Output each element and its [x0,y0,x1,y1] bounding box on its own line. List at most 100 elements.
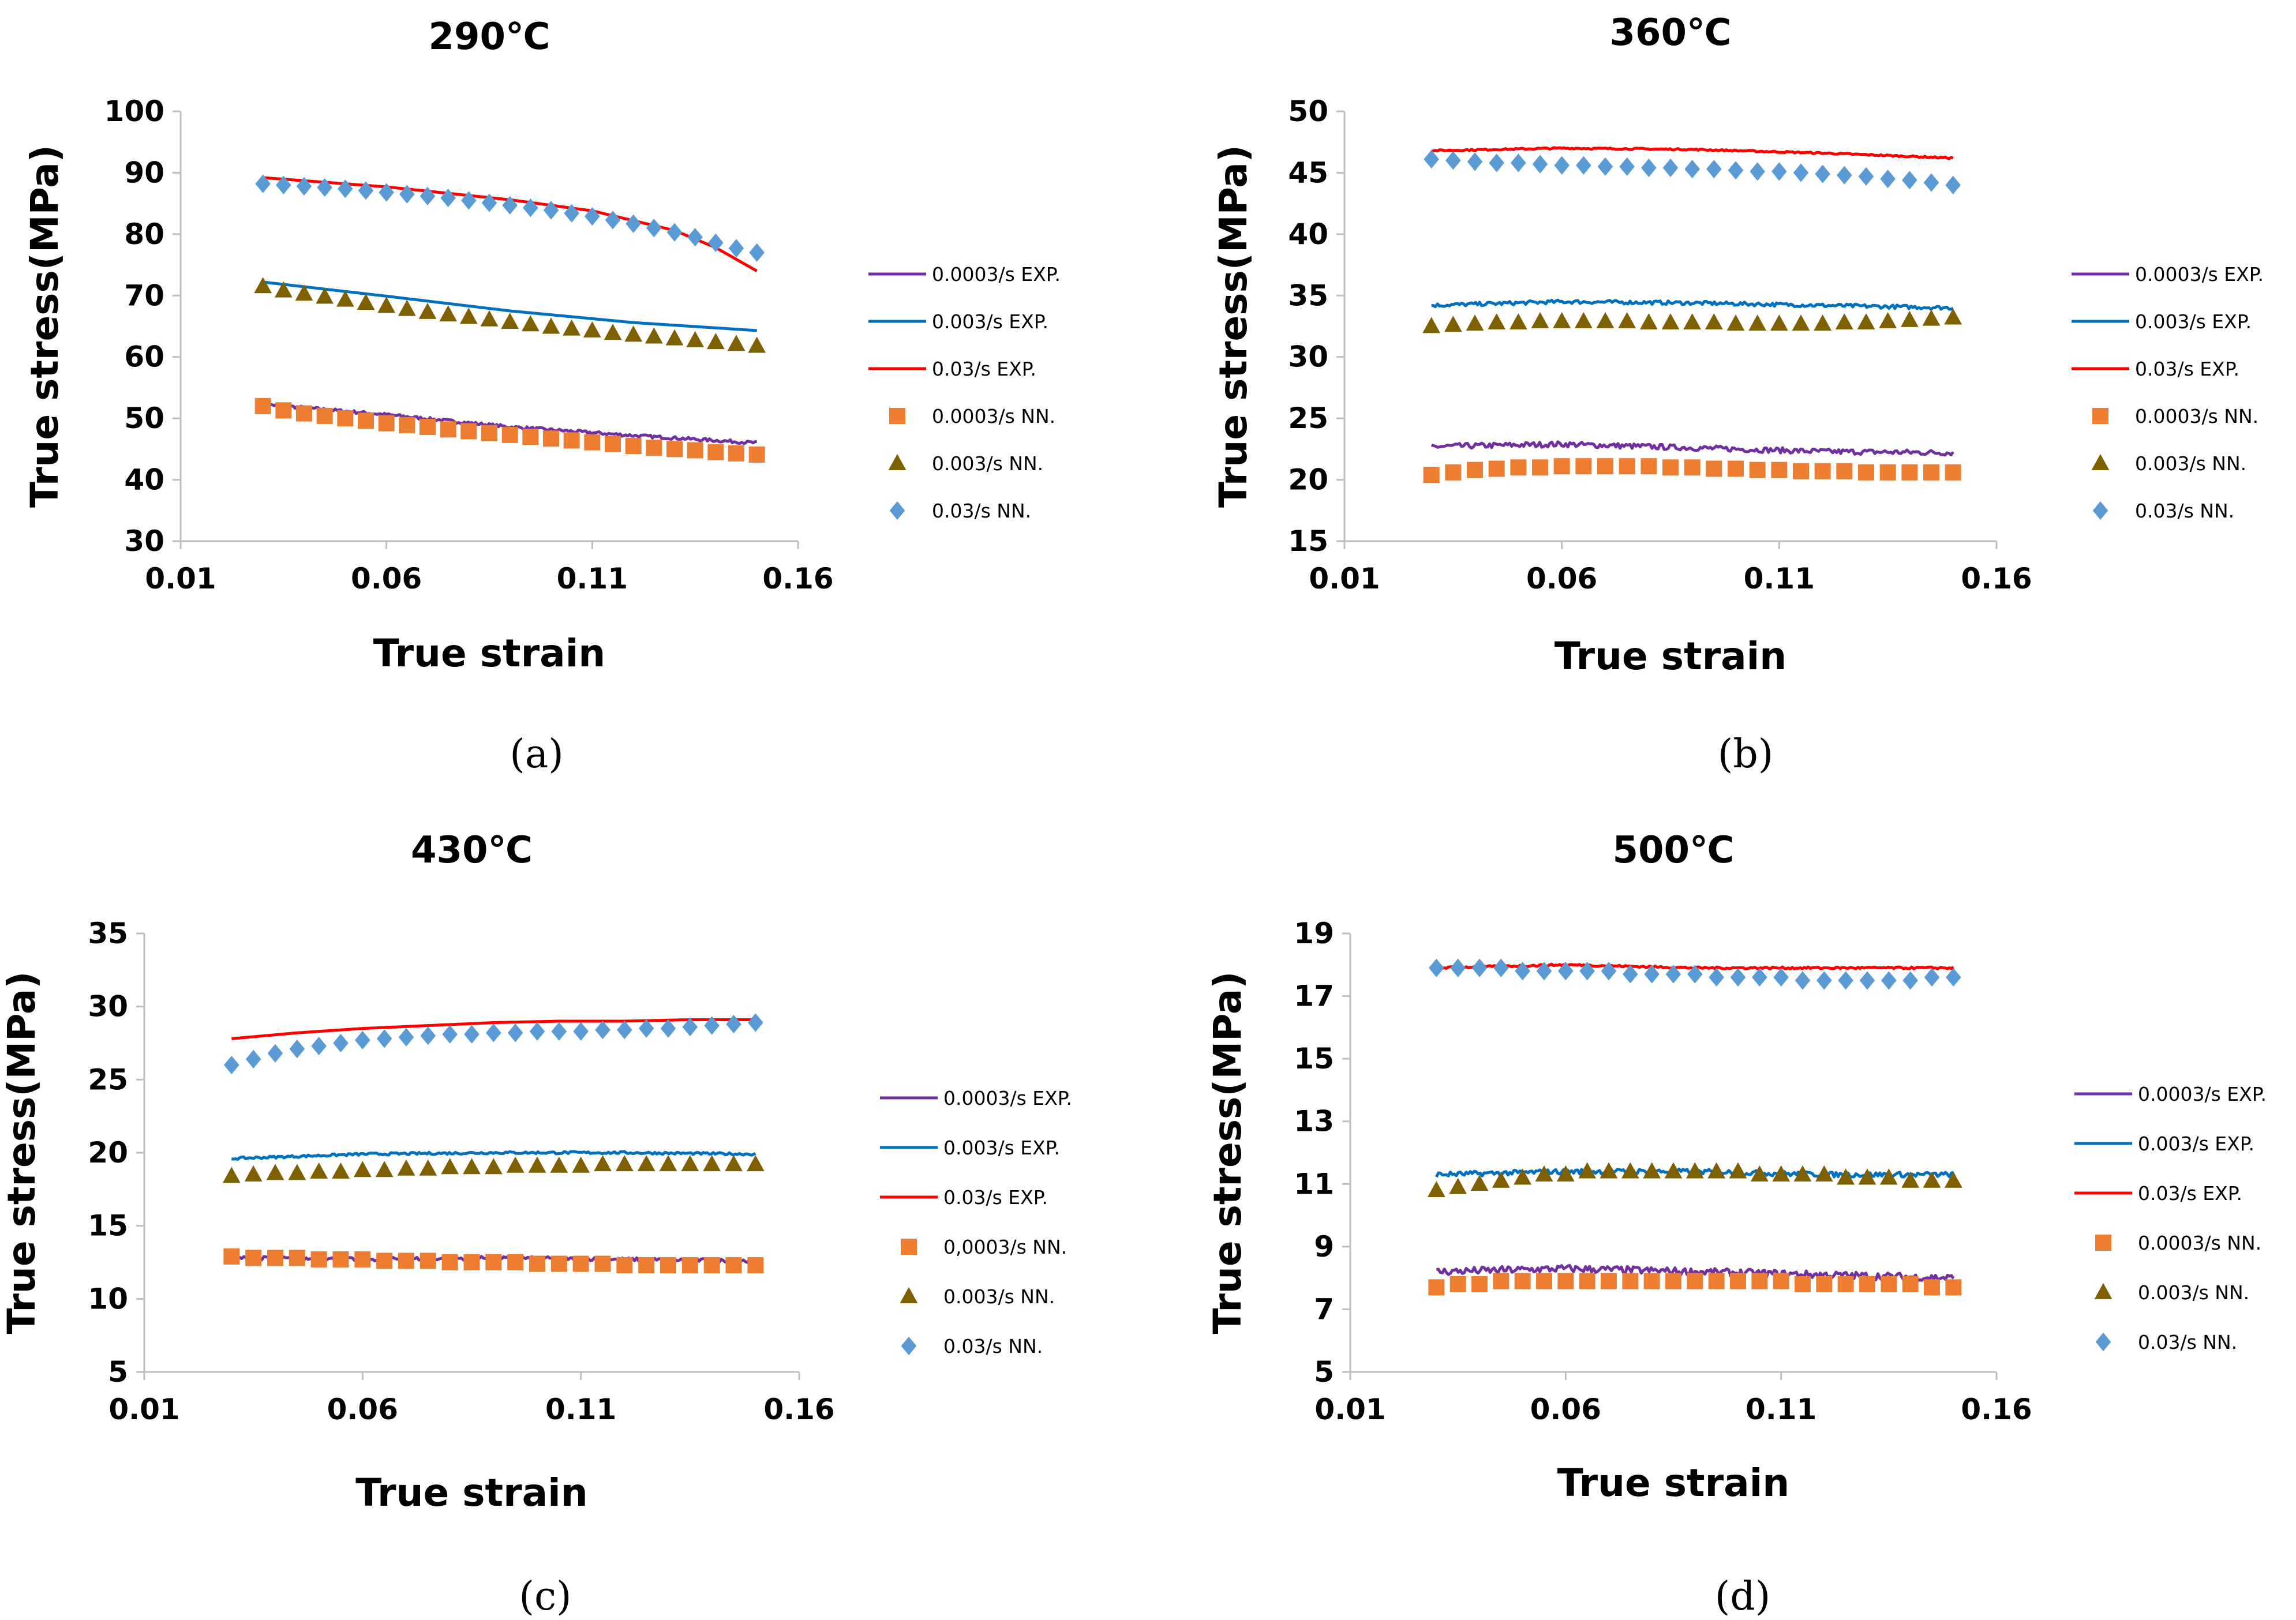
y-tick-label: 35 [88,917,128,950]
legend-item: 0.0003/s EXP. [868,263,1061,286]
series-markers-0-003-s-nn [1427,1162,1962,1198]
data-point-0-03-s-nn [551,1022,567,1041]
data-point-0-003-s-nn [1793,1165,1812,1182]
data-point-0-003-s-nn [1470,1175,1489,1191]
x-tick-label: 0.01 [145,562,216,595]
x-axis-title: True strain [1557,1461,1790,1505]
legend-swatch [900,1287,918,1303]
data-point-0-003-s-nn [637,1155,656,1172]
data-point-0-03-s-nn [708,233,724,252]
data-point-0-003-s-nn [1578,1162,1597,1179]
data-point-0-03-s-nn [1554,156,1570,175]
data-point-0-003-s-nn [1750,1165,1769,1182]
y-tick-label: 15 [1294,1042,1334,1075]
y-axis-title: True stress(MPa) [23,145,67,508]
legend-item: 0.003/s NN. [900,1285,1055,1308]
data-point-0-003-s-nn [563,319,581,336]
data-point-0-03-s-nn [523,198,538,217]
data-point-0-0003-s-nn [1557,1273,1574,1289]
data-point-0-0003-s-nn [681,1257,698,1274]
data-point-0-003-s-nn [521,315,540,332]
data-point-0-003-s-nn [1772,1165,1791,1182]
data-point-0-03-s-nn [267,1044,283,1063]
data-point-0-003-s-nn [1664,1162,1683,1179]
data-point-0-03-s-nn [1576,156,1591,175]
data-point-0-03-s-nn [338,179,353,198]
panel-label: (a) [510,732,564,777]
data-point-0-03-s-nn [376,1029,392,1048]
y-axis-title: True stress(MPa) [1205,972,1250,1334]
data-point-0-03-s-nn [1579,962,1595,981]
data-point-0-003-s-nn [1535,1165,1553,1182]
data-point-0-03-s-nn [1858,167,1874,186]
data-point-0-03-s-nn [1946,967,1961,987]
data-point-0-003-s-nn [1596,312,1615,328]
data-point-0-003-s-nn [332,1162,350,1179]
data-point-0-03-s-nn [1859,971,1875,990]
data-point-0-0003-s-nn [1814,463,1831,479]
y-tick-label: 20 [88,1136,128,1169]
data-point-0-0003-s-nn [1751,1273,1768,1289]
data-point-0-03-s-nn [1771,162,1787,181]
legend-swatch [2091,453,2110,470]
legend-label: 0.03/s NN. [932,500,1031,522]
data-point-0-003-s-nn [1686,1162,1704,1179]
x-tick-label: 0.16 [1961,1393,2032,1426]
data-point-0-03-s-nn [1773,967,1789,987]
legend-swatch [901,1239,917,1255]
data-point-0-03-s-nn [1489,153,1504,172]
legend-label: 0.0003/s NN. [932,405,1055,427]
data-point-0-03-s-nn [1838,971,1853,990]
data-point-0-003-s-nn [748,336,766,353]
data-point-0-003-s-nn [377,297,396,313]
legend-item: 0.03/s EXP. [868,358,1036,380]
data-point-0-0003-s-nn [1467,462,1483,478]
data-point-0-003-s-nn [501,312,519,329]
data-point-0-003-s-nn [266,1164,284,1180]
data-point-0-0003-s-nn [507,1254,524,1270]
x-tick-label: 0.11 [545,1393,616,1426]
data-point-0-03-s-nn [726,1014,741,1034]
data-point-0-003-s-nn [1726,314,1745,331]
data-point-0-0003-s-nn [660,1257,676,1274]
data-point-0-0003-s-nn [529,1255,545,1272]
y-tick-label: 15 [1288,524,1328,558]
data-point-0-003-s-nn [1556,1165,1575,1182]
data-point-0-003-s-nn [727,335,746,351]
data-point-0-0003-s-nn [1488,460,1505,477]
legend-label: 0.03/s EXP. [2135,358,2239,380]
data-point-0-0003-s-nn [254,397,271,414]
data-point-0-03-s-nn [1493,958,1509,977]
legend-label: 0.003/s EXP. [932,310,1048,333]
data-point-0-003-s-nn [659,1155,677,1172]
data-point-0-03-s-nn [481,193,497,212]
data-point-0-0003-s-nn [485,1254,502,1270]
data-point-0-03-s-nn [1709,967,1724,987]
data-point-0-0003-s-nn [1858,464,1874,481]
legend-item: 0.003/s EXP. [880,1137,1060,1159]
data-point-0-03-s-nn [442,1025,458,1044]
data-point-0-003-s-nn [594,1155,612,1172]
data-point-0-003-s-nn [1600,1162,1618,1179]
data-point-0-0003-s-nn [1597,458,1613,475]
data-point-0-0003-s-nn [687,442,703,459]
data-point-0-0003-s-nn [441,1254,458,1270]
data-point-0-0003-s-nn [1902,1276,1919,1292]
y-tick-label: 19 [1294,917,1334,950]
data-point-0-003-s-nn [1944,1171,1962,1188]
legend-label: 0.03/s NN. [943,1335,1043,1357]
data-point-0-03-s-nn [399,185,415,204]
data-point-0-03-s-nn [595,1021,610,1040]
data-point-0-003-s-nn [1643,1162,1661,1179]
data-point-0-03-s-nn [1880,169,1896,189]
data-point-0-0003-s-nn [332,1251,349,1268]
data-point-0-0003-s-nn [725,1257,742,1274]
legend-swatch [889,408,905,424]
y-tick-label: 50 [1288,95,1328,128]
series-markers-0-0003-s-nn [1428,1273,1962,1296]
data-point-0-03-s-nn [646,219,662,238]
data-point-0-0003-s-nn [1708,1273,1725,1289]
legend-label: 0.003/s EXP. [943,1137,1060,1159]
data-point-0-0003-s-nn [1730,1273,1746,1289]
